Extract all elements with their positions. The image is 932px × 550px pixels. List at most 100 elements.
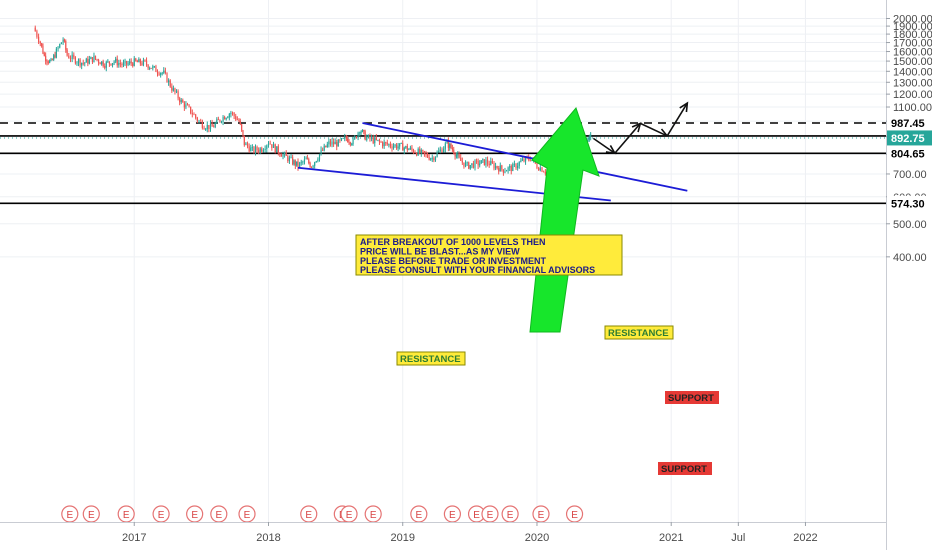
candlestick-series <box>34 25 592 223</box>
candle-body <box>436 152 438 157</box>
candle-body <box>415 152 418 156</box>
support-label-upper[interactable]: SUPPORT <box>665 391 719 404</box>
support-label-text: SUPPORT <box>668 393 714 404</box>
earnings-marker-label: E <box>473 510 480 521</box>
candle-body <box>449 143 451 148</box>
candle-body <box>475 160 478 162</box>
candle-body <box>361 129 364 132</box>
candle-body <box>250 147 252 152</box>
candle-body <box>245 143 247 146</box>
candle-body <box>463 162 465 167</box>
candle-body <box>180 99 182 103</box>
candle-body <box>451 147 453 150</box>
candle-body <box>523 159 525 162</box>
candle-body <box>282 154 284 157</box>
candle-body <box>149 67 151 69</box>
candle-body <box>453 149 455 154</box>
candle-body <box>135 58 137 61</box>
candle-body <box>392 146 395 149</box>
candle-body <box>336 141 338 147</box>
candle-body <box>269 143 271 145</box>
resistance-label-upper[interactable]: RESISTANCE <box>604 325 674 340</box>
price-tick-label: 2000.00 <box>893 13 932 25</box>
candle-body <box>443 148 445 153</box>
candle-body <box>400 143 402 145</box>
candle-body <box>220 121 223 123</box>
candle-body <box>228 114 230 118</box>
candle-body <box>73 54 75 58</box>
candle-body <box>438 150 440 153</box>
candle-body <box>517 165 519 168</box>
support-label-lower[interactable]: SUPPORT <box>658 462 712 475</box>
earnings-marker-label: E <box>215 510 222 521</box>
time-tick-label: 2021 <box>659 532 683 544</box>
candle-body <box>290 157 292 158</box>
candle-body <box>588 136 590 140</box>
annotation-note[interactable]: AFTER BREAKOUT OF 1000 LEVELS THEN PRICE… <box>355 234 623 276</box>
candle-body <box>227 117 229 119</box>
candle-body <box>357 132 359 138</box>
candle-body <box>272 144 275 148</box>
candle-body <box>108 61 111 64</box>
candle-body <box>310 166 313 168</box>
candle-body <box>203 127 205 130</box>
candle-body <box>372 137 374 144</box>
candle-body <box>211 123 213 127</box>
candle-body <box>417 148 419 156</box>
candle-body <box>498 168 500 172</box>
candle-body <box>246 143 249 147</box>
candle-body <box>208 125 210 130</box>
price-tick-label: 400.00 <box>893 252 927 264</box>
candle-body <box>434 156 437 161</box>
candle-body <box>450 143 452 148</box>
bullish-arrow-shape <box>529 107 600 333</box>
candle-body <box>259 148 261 152</box>
candle-body <box>348 142 350 143</box>
projection-segment <box>592 137 616 154</box>
candle-body <box>422 149 424 152</box>
price-tick-label: 1300.00 <box>893 77 932 89</box>
earnings-marker-label: E <box>370 510 377 521</box>
price-label-box <box>887 145 932 161</box>
earnings-marker-label: E <box>123 510 130 521</box>
candle-body <box>175 91 178 93</box>
candle-body <box>55 48 57 58</box>
candle-body <box>153 66 155 68</box>
note-line: AFTER BREAKOUT OF 1000 LEVELS THEN <box>360 237 546 247</box>
candle-body <box>57 47 59 49</box>
candle-body <box>96 59 98 60</box>
resistance-label-lower[interactable]: RESISTANCE <box>396 351 466 366</box>
candle-body <box>446 140 448 144</box>
candle-body <box>274 144 276 153</box>
price-tick-label: 1900.00 <box>893 21 932 33</box>
candle-body <box>50 59 52 61</box>
candle-body <box>74 57 76 64</box>
candle-body <box>239 121 241 125</box>
projection-arrowhead <box>679 101 689 113</box>
candle-body <box>486 159 489 164</box>
earnings-marker-label: E <box>487 510 494 521</box>
candle-body <box>59 44 61 48</box>
candle-body <box>104 66 106 68</box>
support-label-text: SUPPORT <box>661 464 707 475</box>
candle-body <box>339 139 341 141</box>
candle-body <box>329 141 332 145</box>
candle-body <box>99 62 101 65</box>
candle-body <box>188 105 190 107</box>
candle-body <box>317 159 319 162</box>
candle-body <box>251 147 253 148</box>
candle-body <box>66 49 68 56</box>
candle-body <box>377 139 379 141</box>
price-label-box <box>887 115 932 131</box>
candle-body <box>205 129 207 130</box>
candle-body <box>243 135 245 146</box>
candle-body <box>65 40 67 50</box>
candle-body <box>179 98 181 103</box>
candle-body <box>241 124 243 131</box>
candle-body <box>200 120 202 122</box>
candle-body <box>158 73 160 75</box>
candle-body <box>306 158 309 160</box>
candle-body <box>209 123 212 130</box>
candle-body <box>68 55 70 59</box>
